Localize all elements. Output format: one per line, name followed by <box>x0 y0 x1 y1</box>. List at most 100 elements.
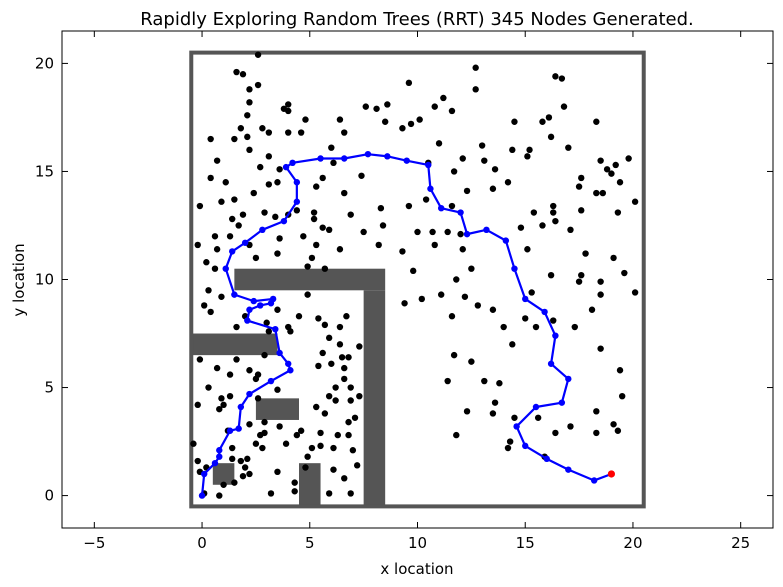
tree-node <box>246 86 253 93</box>
path-node <box>541 308 548 316</box>
tree-node <box>285 101 292 108</box>
tree-node <box>539 118 546 125</box>
tree-node <box>194 241 201 249</box>
tree-node <box>336 323 344 331</box>
tree-node <box>274 386 281 393</box>
tree-node <box>285 129 292 136</box>
tree-node <box>438 291 445 298</box>
tree-node <box>614 427 622 434</box>
tree-node <box>226 233 234 240</box>
tree-node <box>547 133 555 141</box>
path-node <box>280 217 288 225</box>
path-node <box>457 209 464 216</box>
tree-node <box>231 135 238 143</box>
path-node <box>272 326 279 333</box>
tree-node <box>534 414 542 421</box>
tree-node <box>239 211 247 218</box>
path-line <box>200 153 612 496</box>
tree-node <box>351 414 359 421</box>
tree-node <box>265 328 273 335</box>
tree-node <box>330 159 337 167</box>
tree-node <box>468 358 475 365</box>
tree-node <box>582 250 589 257</box>
tree-node <box>325 490 333 497</box>
obstacle-3 <box>255 398 299 420</box>
tree-node <box>511 414 518 421</box>
tree-node <box>491 166 499 173</box>
tree-node <box>345 354 352 361</box>
tree-node <box>448 202 456 210</box>
x-tick-label: 0 <box>197 534 207 552</box>
path-node <box>547 360 555 367</box>
tree-node <box>448 107 456 115</box>
tree-node <box>336 246 344 253</box>
tree-node <box>325 226 333 233</box>
x-tick-label: 10 <box>408 534 427 552</box>
tree-node <box>405 79 413 87</box>
tree-node <box>220 481 227 488</box>
tree-node <box>362 103 369 110</box>
path-node <box>201 470 208 478</box>
tree-node <box>246 146 253 154</box>
tree-node <box>409 267 417 275</box>
tree-node <box>552 217 559 225</box>
tree-node <box>341 475 348 482</box>
tree-node <box>244 455 251 463</box>
tree-node <box>532 323 540 331</box>
tree-node <box>509 341 516 348</box>
tree-node <box>422 196 430 203</box>
tree-node <box>313 183 320 190</box>
tree-node <box>588 306 596 313</box>
x-tick-label: 25 <box>731 534 750 552</box>
tree-node <box>472 64 479 71</box>
path-node <box>502 237 510 244</box>
tree-node <box>489 185 497 192</box>
tree-node <box>213 364 221 372</box>
path-node <box>226 427 234 434</box>
tree-node <box>246 470 253 478</box>
tree-node <box>565 144 572 151</box>
tree-node <box>405 202 413 210</box>
tree-node <box>274 250 281 257</box>
path-node <box>364 150 372 158</box>
tree-node <box>233 356 240 363</box>
tree-node <box>578 174 585 182</box>
goal-marker <box>607 470 616 478</box>
tree-node <box>625 155 632 162</box>
tree-node <box>399 248 406 255</box>
tree-node <box>229 455 236 463</box>
tree-node <box>448 313 456 320</box>
path-node <box>222 265 229 272</box>
tree-node <box>295 313 303 320</box>
tree-node <box>511 118 518 125</box>
x-tick-label: 20 <box>623 534 642 552</box>
tree-node <box>330 466 337 473</box>
tree-node <box>226 371 234 378</box>
tree-node <box>489 306 497 313</box>
tree-node <box>261 209 268 216</box>
tree-node <box>373 105 380 112</box>
tree-node <box>254 395 262 402</box>
tree-node <box>407 120 415 128</box>
tree-node <box>310 209 318 216</box>
tree-node <box>254 81 262 89</box>
tree-node <box>304 453 311 460</box>
path-node <box>276 349 283 357</box>
tree-node <box>274 306 281 313</box>
tree-node <box>297 129 305 136</box>
tree-node <box>597 291 604 298</box>
tree-node <box>218 395 225 402</box>
path-node <box>231 291 238 298</box>
tree-node <box>213 246 221 253</box>
tree-node <box>319 224 326 231</box>
tree-node <box>317 442 324 450</box>
tree-node <box>528 289 535 296</box>
tree-node <box>304 291 311 298</box>
path-node <box>403 157 410 164</box>
path-node <box>246 306 253 313</box>
tree-node <box>319 349 326 357</box>
tree-node <box>621 269 628 277</box>
tree-node <box>489 410 497 417</box>
path-node <box>237 403 245 411</box>
